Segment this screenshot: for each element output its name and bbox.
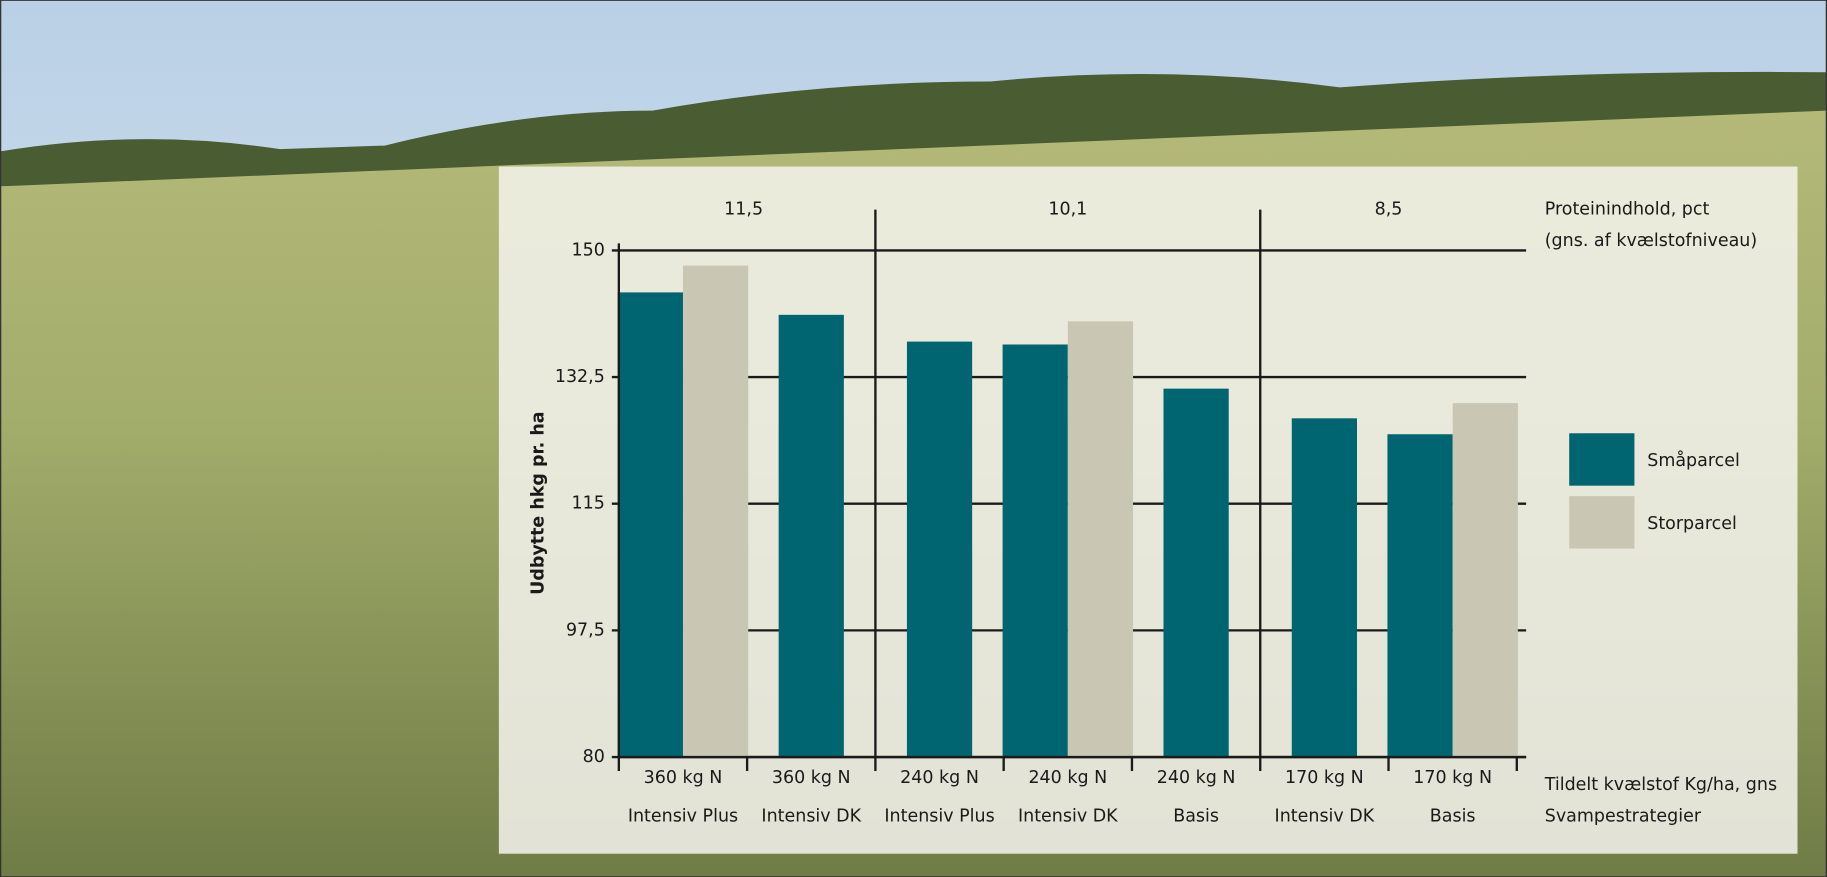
legend-swatch — [1569, 433, 1635, 486]
bar — [906, 341, 973, 758]
protein-label: (gns. af kvælstofniveau) — [1545, 231, 1757, 251]
x-tick-label: 240 kg N — [900, 768, 979, 788]
y-tick-label: 80 — [583, 747, 605, 767]
y-tick-label: 132,5 — [555, 367, 605, 387]
legend-label: Storparcel — [1647, 514, 1737, 534]
x-tick-label: 240 kg N — [1028, 768, 1107, 788]
protein-value: 8,5 — [1375, 200, 1403, 220]
x-tick-label: Basis — [1173, 806, 1219, 826]
protein-label: Proteinindhold, pct — [1545, 200, 1710, 220]
y-axis-label: Udbytte hkg pr. ha — [528, 411, 548, 594]
bar — [1067, 321, 1134, 758]
x-axis-label: Tildelt kvælstof Kg/ha, gns — [1544, 775, 1777, 795]
y-tick-label: 115 — [572, 494, 605, 514]
x-tick-label: 170 kg N — [1413, 768, 1492, 788]
x-tick-label: 240 kg N — [1157, 768, 1236, 788]
bar — [778, 314, 844, 758]
x-tick-label: Intensiv DK — [1018, 806, 1118, 826]
y-tick-label: 97,5 — [566, 620, 605, 640]
bar — [682, 265, 749, 758]
x-tick-label: Basis — [1430, 806, 1476, 826]
x-tick-label: Intensiv Plus — [884, 806, 994, 826]
x-tick-label: 170 kg N — [1285, 768, 1364, 788]
protein-value: 10,1 — [1048, 200, 1087, 220]
x-tick-label: Intensiv DK — [761, 806, 861, 826]
legend-label: Småparcel — [1647, 450, 1740, 471]
bar — [1452, 403, 1518, 758]
plot: 80 97,5 115 132,5 150 11,5 10,1 8,5 360 kg N Inte… — [555, 200, 1740, 827]
x-tick-label: Intensiv Plus — [628, 806, 738, 826]
protein-value: 11,5 — [724, 200, 763, 220]
bar — [1387, 434, 1453, 758]
legend-swatch — [1569, 496, 1635, 549]
bar — [1002, 344, 1068, 758]
y-tick-label: 150 — [572, 240, 605, 260]
bar — [1163, 388, 1229, 758]
x-tick-label: 360 kg N — [772, 768, 851, 788]
x-tick-label: Intensiv DK — [1275, 806, 1375, 826]
x-tick-label: 360 kg N — [644, 768, 723, 788]
bar — [617, 292, 683, 758]
x-axis-label: Svampestrategier — [1545, 806, 1702, 826]
bar — [1291, 418, 1357, 758]
